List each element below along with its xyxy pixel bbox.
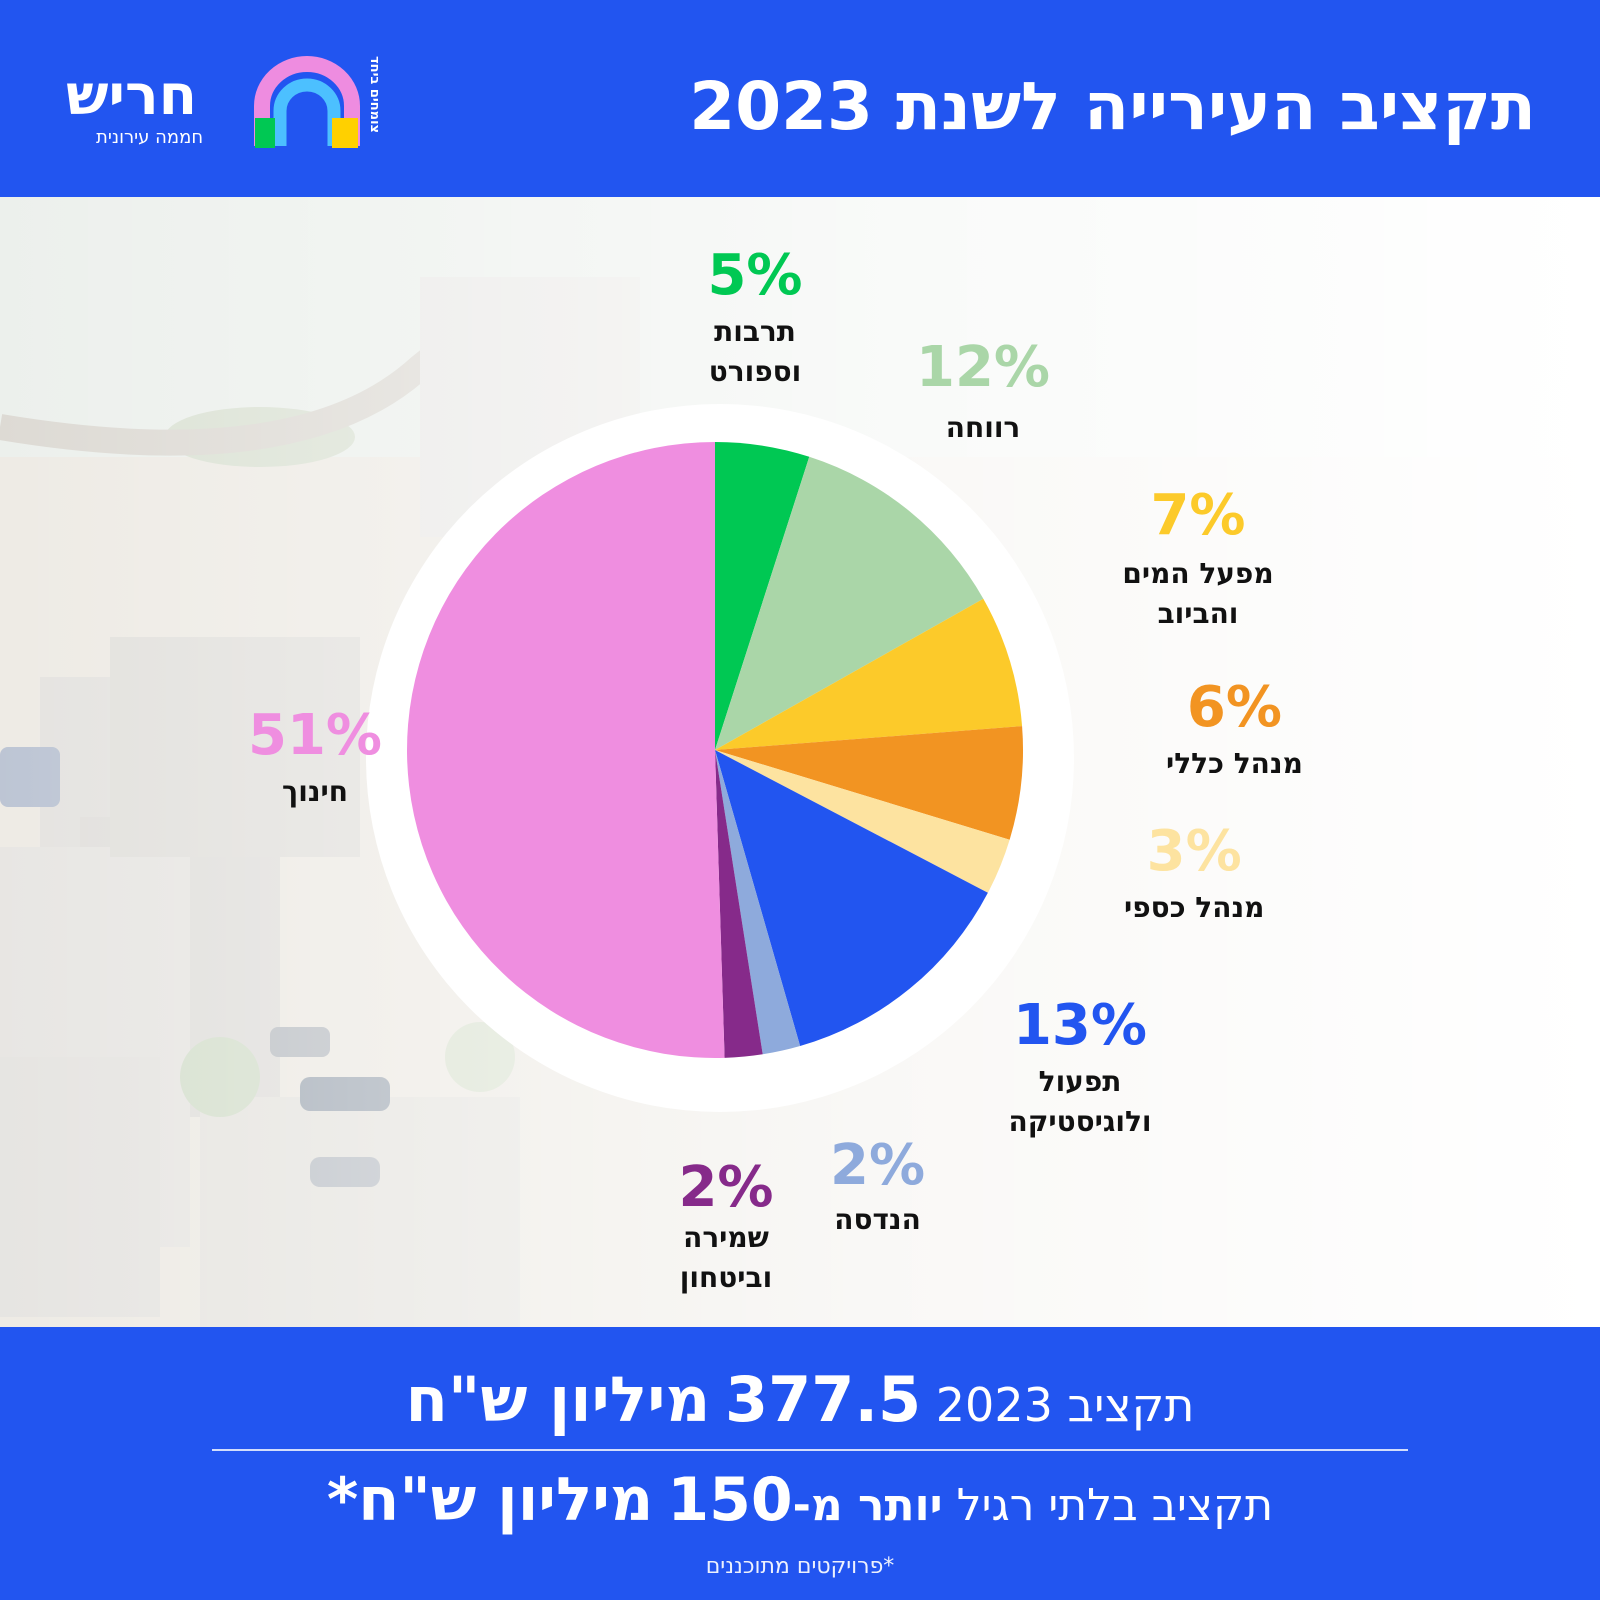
pie-slice-operations bbox=[715, 750, 988, 1047]
budget-prefix: תקציב 2023 bbox=[935, 1378, 1195, 1432]
slice-label-culture: 5% תרבות וספורט bbox=[690, 246, 820, 392]
slice-value: 7% bbox=[1150, 483, 1246, 548]
extra-amount: 150 bbox=[667, 1465, 793, 1535]
slice-category: מנהל כספי bbox=[1124, 891, 1265, 924]
page-title: תקציב העירייה לשנת 2023 bbox=[689, 68, 1536, 145]
slice-label-welfare: 12% רווחה bbox=[916, 338, 1050, 448]
pie-slice-education bbox=[407, 442, 725, 1058]
slice-value: 2% bbox=[830, 1133, 926, 1198]
budget-amount: 377.5 bbox=[725, 1363, 922, 1436]
slice-category: רווחה bbox=[945, 411, 1021, 444]
slice-value: 2% bbox=[678, 1155, 774, 1220]
slice-value: 3% bbox=[1146, 819, 1242, 884]
pie-slice-water bbox=[715, 598, 1023, 750]
slice-category: תפעול ולוגיסטיקה bbox=[1008, 1065, 1152, 1138]
slice-value: 13% bbox=[1012, 993, 1148, 1058]
extra-budget-line: תקציב בלתי רגיל יותר מ-150 מיליון ש"ח* bbox=[0, 1465, 1600, 1541]
extra-prefix: תקציב בלתי רגיל bbox=[956, 1480, 1274, 1531]
slice-label-water: 7% מפעל המים והביוב bbox=[1108, 486, 1288, 634]
slice-category: שמירה וביטחון bbox=[679, 1221, 773, 1294]
footnote: *פרויקטים מתוכננים bbox=[705, 1554, 895, 1579]
slice-category: מנהל כללי bbox=[1166, 747, 1303, 780]
pie-slice-engineering bbox=[715, 750, 801, 1055]
slice-value: 5% bbox=[707, 243, 803, 308]
logo-name: חריש bbox=[66, 63, 198, 128]
logo-arch-icon bbox=[254, 56, 360, 148]
slice-category: חינוך bbox=[282, 775, 348, 808]
slice-category: הנדסה bbox=[834, 1203, 921, 1236]
slice-label-operations: 13% תפעול ולוגיסטיקה bbox=[990, 996, 1170, 1142]
slice-value: 51% bbox=[248, 703, 383, 768]
pie-slice-finance bbox=[715, 750, 1010, 893]
slice-label-general-admin: 6% מנהל כללי bbox=[1166, 678, 1303, 784]
budget-unit: מיליון ש"ח bbox=[405, 1363, 711, 1436]
slice-label-engineering: 2% הנדסה bbox=[830, 1136, 925, 1240]
pie-slice-welfare bbox=[715, 456, 984, 750]
logo-slogan: צומחים ביחד bbox=[367, 56, 382, 134]
pie-slice-security bbox=[715, 750, 763, 1058]
slice-label-education: 51% חינוך bbox=[248, 706, 382, 812]
logo-subtitle: חממה עירונית bbox=[96, 127, 204, 148]
slice-category: מפעל המים והביוב bbox=[1122, 557, 1274, 630]
extra-unit: מיליון ש"ח* bbox=[326, 1465, 654, 1535]
logo: חריש חממה עירונית צומחים ביחד bbox=[62, 50, 382, 160]
header-bar: תקציב העירייה לשנת 2023 חריש חממה עירוני… bbox=[0, 0, 1600, 197]
slice-label-security: 2% שמירה וביטחון bbox=[666, 1158, 786, 1298]
total-budget-line: תקציב 2023 377.5 מיליון ש"ח bbox=[0, 1365, 1600, 1440]
slice-value: 6% bbox=[1186, 675, 1282, 740]
slice-label-finance: 3% מנהל כספי bbox=[1124, 822, 1264, 928]
footer-bar: תקציב 2023 377.5 מיליון ש"ח תקציב בלתי ר… bbox=[0, 1327, 1600, 1600]
pie-slice-general-admin bbox=[715, 726, 1023, 840]
extra-bold: יותר מ- bbox=[792, 1480, 943, 1531]
slice-category: תרבות וספורט bbox=[708, 315, 802, 388]
slice-value: 12% bbox=[916, 335, 1051, 400]
footer-divider bbox=[212, 1449, 1408, 1451]
pie-slice-culture bbox=[715, 442, 810, 750]
